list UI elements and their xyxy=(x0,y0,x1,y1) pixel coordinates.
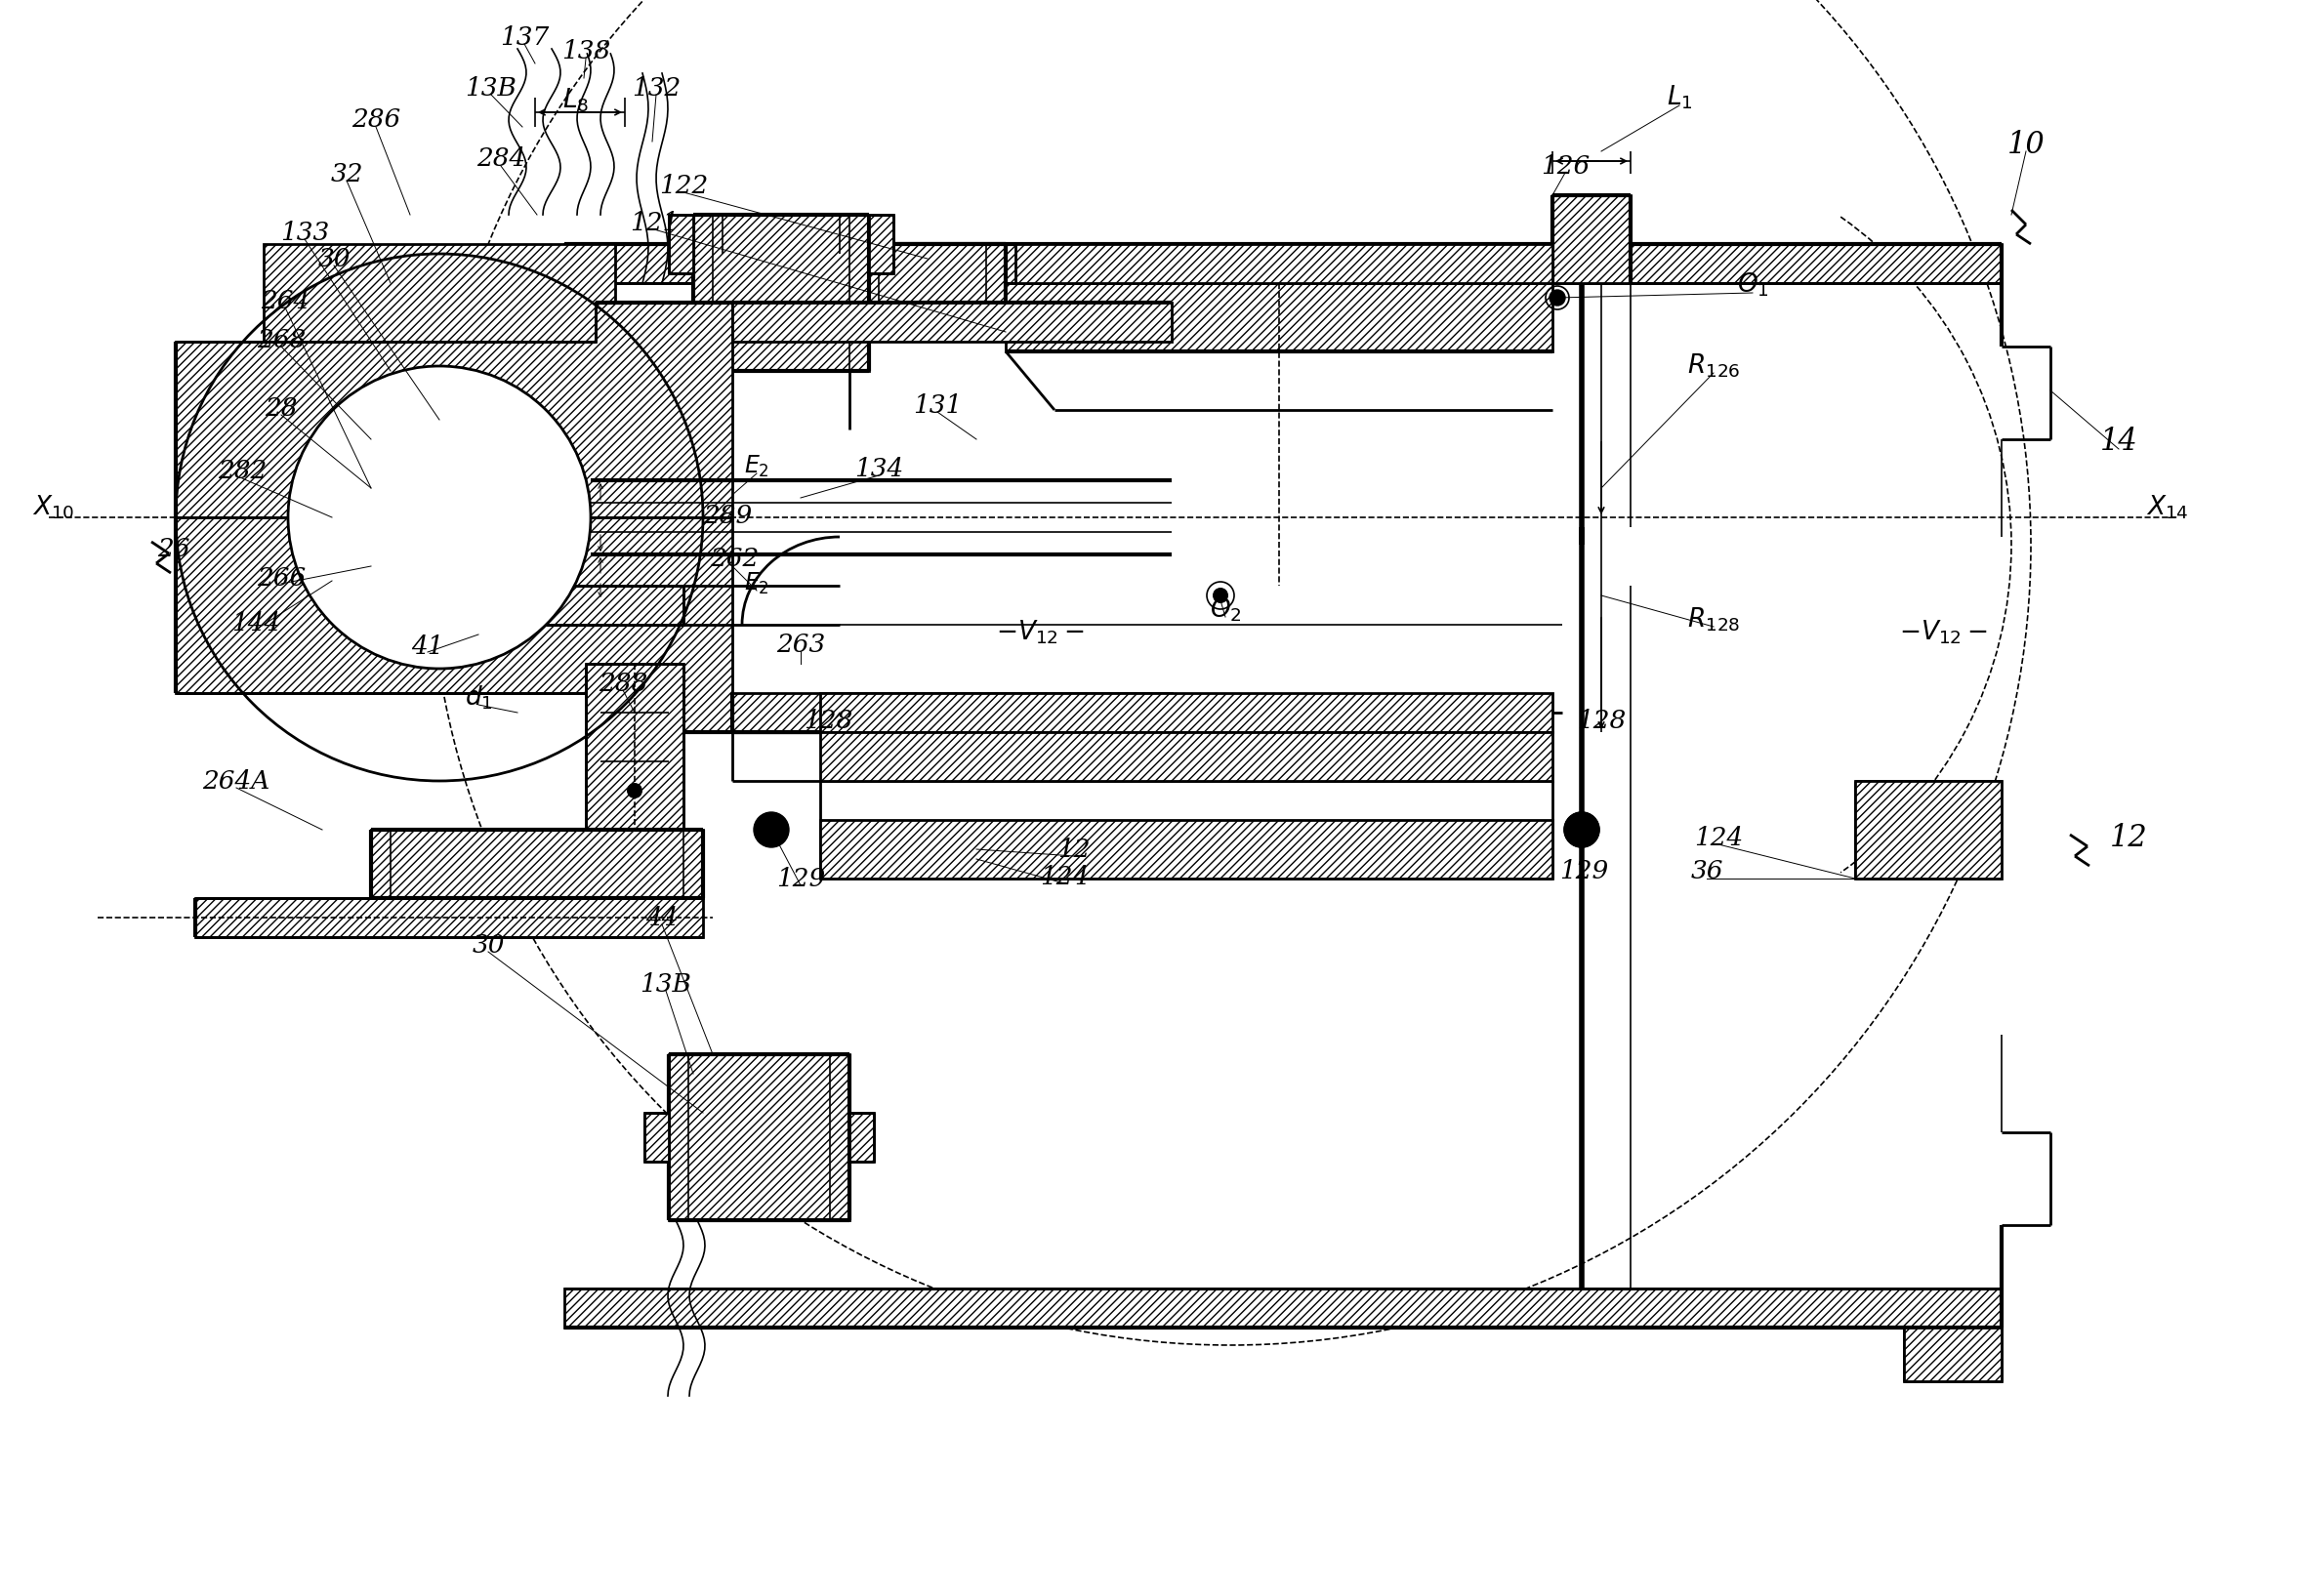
Text: 144: 144 xyxy=(232,611,280,635)
Text: $-V_{12}-$: $-V_{12}-$ xyxy=(1898,619,1986,646)
Text: 41: 41 xyxy=(412,634,444,659)
Text: $L_1$: $L_1$ xyxy=(1667,83,1692,112)
Text: $R_{126}$: $R_{126}$ xyxy=(1688,353,1741,380)
Text: 126: 126 xyxy=(1539,153,1590,179)
Circle shape xyxy=(1565,812,1600,847)
Text: $R_{128}$: $R_{128}$ xyxy=(1688,606,1741,634)
Polygon shape xyxy=(546,586,683,624)
Circle shape xyxy=(627,784,644,798)
Text: 30: 30 xyxy=(317,246,350,271)
Polygon shape xyxy=(322,439,556,595)
Text: $-V_{12}-$: $-V_{12}-$ xyxy=(995,619,1083,646)
Text: $d_1$: $d_1$ xyxy=(465,685,493,712)
Text: 286: 286 xyxy=(352,107,400,131)
Polygon shape xyxy=(1553,195,1630,282)
Text: 13B: 13B xyxy=(639,972,692,996)
Text: $X_{14}$: $X_{14}$ xyxy=(2146,493,2190,522)
Polygon shape xyxy=(868,215,894,273)
Polygon shape xyxy=(1903,1328,2002,1381)
Polygon shape xyxy=(1016,244,1553,282)
Text: $O_2$: $O_2$ xyxy=(1208,597,1241,624)
Polygon shape xyxy=(820,820,1553,878)
Text: 268: 268 xyxy=(257,327,306,351)
Polygon shape xyxy=(669,215,692,273)
Polygon shape xyxy=(565,244,2002,282)
Polygon shape xyxy=(820,733,1553,780)
Text: $X_{10}$: $X_{10}$ xyxy=(32,493,74,522)
Text: 14: 14 xyxy=(2100,426,2137,456)
Text: 28: 28 xyxy=(264,396,299,420)
Text: 129: 129 xyxy=(1560,859,1609,883)
Polygon shape xyxy=(820,693,1553,733)
Circle shape xyxy=(755,812,789,847)
Circle shape xyxy=(1549,290,1565,305)
Polygon shape xyxy=(669,1055,850,1221)
Polygon shape xyxy=(1854,780,2002,878)
Text: 134: 134 xyxy=(854,456,903,480)
Circle shape xyxy=(287,365,590,669)
Polygon shape xyxy=(176,303,732,517)
Text: 30: 30 xyxy=(472,932,505,958)
Text: 10: 10 xyxy=(2007,129,2044,160)
Text: $E_2$: $E_2$ xyxy=(743,453,769,479)
Text: 121: 121 xyxy=(630,211,678,235)
Text: 128: 128 xyxy=(1577,709,1625,733)
Text: 12: 12 xyxy=(1058,836,1090,862)
Polygon shape xyxy=(644,1112,669,1162)
Text: 124: 124 xyxy=(1695,825,1743,849)
Text: 129: 129 xyxy=(776,867,824,891)
Text: 262: 262 xyxy=(711,546,759,570)
Text: $L_8$: $L_8$ xyxy=(563,86,590,115)
Polygon shape xyxy=(732,303,1171,342)
Text: 128: 128 xyxy=(803,709,852,733)
Polygon shape xyxy=(732,693,1171,733)
Text: $E_2$: $E_2$ xyxy=(743,571,769,597)
Text: 288: 288 xyxy=(597,670,648,696)
Text: 264A: 264A xyxy=(201,769,271,793)
Polygon shape xyxy=(370,830,704,899)
Circle shape xyxy=(1565,812,1600,847)
Text: 124: 124 xyxy=(1039,865,1088,889)
Text: 266: 266 xyxy=(257,565,306,591)
Text: 133: 133 xyxy=(280,220,329,244)
Text: 32: 32 xyxy=(331,161,363,187)
Text: 13B: 13B xyxy=(465,75,516,101)
Text: 284: 284 xyxy=(477,145,526,171)
Text: 289: 289 xyxy=(704,503,752,528)
Polygon shape xyxy=(692,215,868,370)
Text: 264: 264 xyxy=(262,289,310,313)
Circle shape xyxy=(1567,816,1595,843)
Text: 137: 137 xyxy=(500,26,549,49)
Text: 26: 26 xyxy=(157,536,190,560)
Polygon shape xyxy=(565,1288,2002,1328)
Polygon shape xyxy=(264,244,616,342)
Polygon shape xyxy=(1005,282,1553,351)
Text: 138: 138 xyxy=(560,38,611,62)
Polygon shape xyxy=(176,517,732,733)
Text: 263: 263 xyxy=(776,632,824,656)
Polygon shape xyxy=(850,1112,873,1162)
Circle shape xyxy=(1213,587,1229,603)
Text: 282: 282 xyxy=(218,458,266,482)
Text: 131: 131 xyxy=(912,393,961,417)
Text: 132: 132 xyxy=(632,75,681,101)
Text: 12: 12 xyxy=(2109,822,2148,852)
Polygon shape xyxy=(586,664,683,830)
Polygon shape xyxy=(194,899,704,937)
Text: $O_1$: $O_1$ xyxy=(1736,271,1769,298)
Text: 44: 44 xyxy=(646,905,678,930)
Polygon shape xyxy=(859,244,1005,332)
Text: 36: 36 xyxy=(1690,859,1722,883)
Text: 122: 122 xyxy=(660,174,708,198)
